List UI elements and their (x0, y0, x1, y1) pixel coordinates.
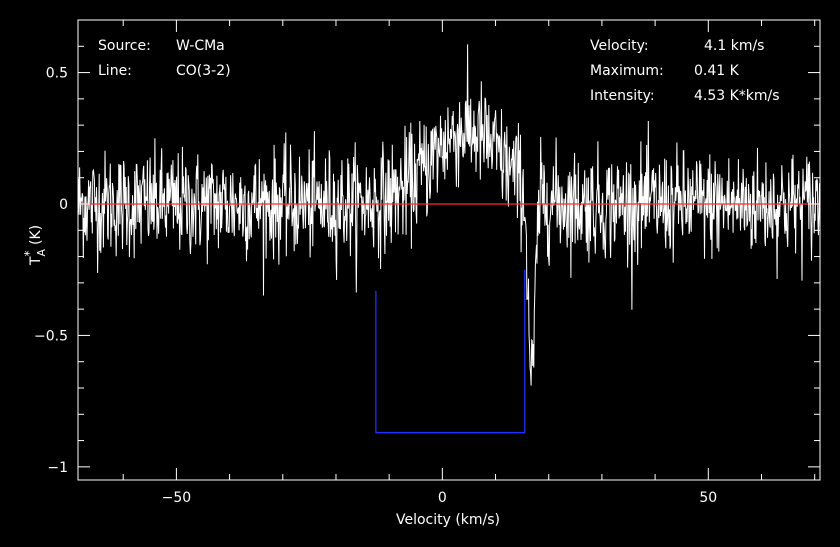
y-tick-label: −1 (47, 460, 68, 476)
source-value: W-CMa (176, 38, 225, 54)
y-axis-label-main: T (28, 256, 44, 266)
x-axis-label: Velocity (km/s) (396, 512, 500, 528)
x-tick-label: 0 (438, 490, 447, 506)
line-label: Line: (98, 63, 132, 79)
y-axis-label-sup: * (22, 251, 36, 257)
y-tick-label: 0 (59, 197, 68, 213)
plot-frame (77, 19, 821, 481)
velocity-label: Velocity: (590, 38, 649, 54)
intensity-label: Intensity: (590, 88, 655, 104)
y-axis-label: T*A (K) (22, 225, 48, 266)
line-value: CO(3-2) (176, 63, 231, 79)
intensity-value: 4.53 K*km/s (694, 88, 780, 104)
svg-text:T*A(K): T*A (K) (22, 225, 48, 266)
x-tick-label: 50 (699, 490, 717, 506)
x-tick-label: −50 (162, 490, 192, 506)
integration-window-box (375, 269, 526, 434)
source-label: Source: (98, 38, 151, 54)
y-tick-label: −0.5 (34, 328, 68, 344)
maximum-label: Maximum: (590, 63, 664, 79)
ticks-layer: −50 0 50 0.5 0 −0.5 −1 (34, 20, 820, 506)
maximum-value: 0.41 K (694, 63, 740, 79)
y-tick-label: 0.5 (46, 66, 68, 82)
velocity-value: 4.1 km/s (704, 38, 764, 54)
y-axis-label-sub: A (35, 249, 48, 257)
y-axis-label-unit: (K) (28, 225, 44, 245)
